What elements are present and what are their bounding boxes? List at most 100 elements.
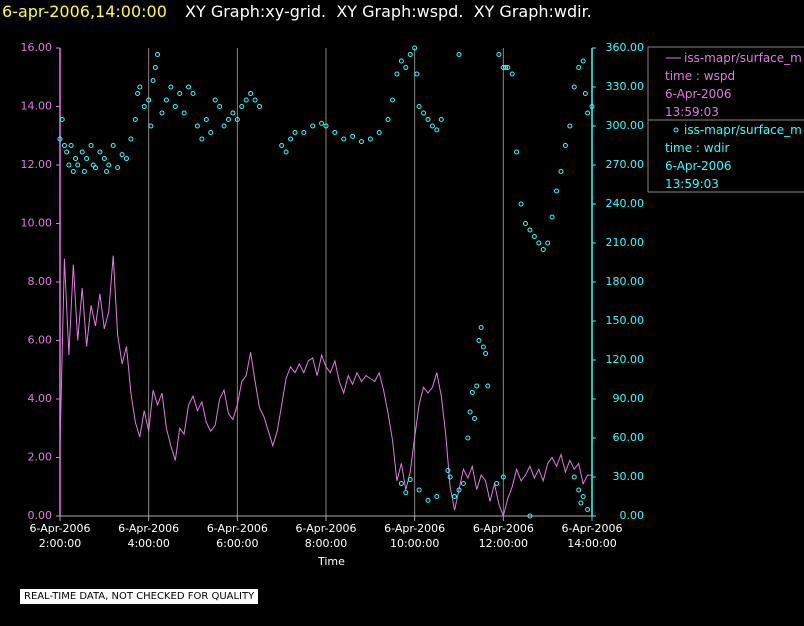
wdir-point [527, 513, 533, 519]
wdir-point [571, 474, 577, 480]
y-tick-label: 10.00 [21, 217, 53, 230]
wdir-point [64, 149, 70, 155]
y2-tick-label: 60.00 [613, 431, 645, 444]
wdir-point [208, 130, 214, 135]
wdir-point [589, 104, 595, 109]
y-tick-label: 8.00 [28, 275, 53, 288]
wdir-point [496, 52, 502, 57]
wdir-point [576, 487, 582, 493]
wdir-point [59, 117, 65, 122]
y2-tick-label: 150.00 [606, 314, 645, 327]
y2-tick-label: 30.00 [613, 470, 645, 483]
wdir-point [367, 136, 373, 142]
wdir-point [119, 152, 125, 158]
wdir-point [416, 104, 422, 109]
x-tick-label: 6-Apr-2006 6:00:00 [206, 522, 268, 550]
wdir-point [503, 65, 509, 70]
wdir-point [104, 169, 110, 174]
wdir-point [554, 188, 560, 194]
wdir-point [467, 409, 473, 415]
wdir-point [403, 65, 409, 70]
wdir-point [394, 71, 400, 77]
wdir-point [474, 383, 480, 389]
y2-tick-label: 90.00 [613, 392, 645, 405]
wdir-point [414, 71, 420, 77]
wdir-point [445, 468, 451, 473]
y-tick-label: 14.00 [21, 100, 53, 113]
y2-tick-label: 270.00 [606, 158, 645, 171]
wdir-point [225, 117, 231, 122]
wdir-point [68, 143, 74, 148]
wdir-point [92, 165, 98, 171]
chart-title: XY Graph:xy-grid. XY Graph:wspd. XY Grap… [185, 2, 592, 21]
wdir-point [536, 240, 542, 246]
x-tick-label: 6-Apr-2006 8:00:00 [295, 522, 357, 550]
wdir-point [61, 143, 67, 148]
wdir-point [221, 123, 227, 129]
wdir-point [398, 58, 404, 64]
wdir-point [567, 123, 573, 129]
wdir-point [124, 156, 129, 161]
wdir-point [243, 97, 249, 103]
wdir-point [57, 136, 63, 142]
wdir-point [434, 494, 440, 499]
wdir-point [500, 474, 506, 480]
wdir-point [429, 123, 435, 129]
wdir-point [234, 117, 240, 122]
x-tick-label: 6-Apr-2006 4:00:00 [118, 522, 180, 550]
wdir-point [319, 120, 325, 126]
wdir-point [523, 221, 528, 226]
y-tick-label: 12.00 [21, 158, 53, 171]
wdir-point [73, 156, 79, 161]
wdir-point [141, 104, 147, 109]
wdir-point [407, 477, 413, 483]
y2-tick-label: 300.00 [606, 119, 645, 132]
legend-detail: 13:59:03 [665, 105, 719, 119]
y2-tick-label: 210.00 [606, 236, 645, 249]
wdir-point [407, 52, 413, 57]
wdir-point [358, 139, 364, 145]
legend-name: iss-mapr/surface_m [684, 123, 802, 137]
x-tick-label: 6-Apr-2006 10:00:00 [384, 522, 446, 550]
wdir-point [465, 435, 471, 441]
wdir-point [288, 136, 294, 142]
wdir-point [79, 149, 85, 155]
wdir-point [128, 136, 134, 142]
wdir-point [469, 390, 475, 395]
wdir-point [106, 162, 112, 168]
wdir-point [421, 110, 427, 116]
wdir-point [159, 110, 165, 116]
wdir-point [540, 247, 546, 252]
wdir-point [582, 91, 588, 96]
wdir-point [115, 165, 121, 171]
wdir-point [341, 136, 347, 142]
wdir-point [390, 97, 395, 103]
wdir-point [84, 156, 90, 161]
wdir-point [70, 169, 76, 174]
wdir-point [403, 490, 409, 496]
x-tick-label: 6-Apr-2006 2:00:00 [29, 522, 91, 550]
wdir-point [485, 383, 491, 389]
wdir-point [332, 130, 338, 135]
wdir-point [438, 117, 444, 122]
wdir-point [199, 136, 205, 142]
wdir-point [483, 351, 489, 356]
wdir-point [301, 130, 307, 135]
wdir-point [110, 143, 116, 148]
wdir-point [558, 169, 564, 174]
y-tick-label: 2.00 [28, 451, 53, 464]
wdir-point [75, 162, 81, 168]
wdir-point [323, 123, 329, 129]
wdir-point [239, 104, 245, 109]
wdir-point [310, 123, 316, 129]
timestamp: 6-apr-2006,14:00:00 [2, 2, 167, 21]
wdir-point [509, 71, 515, 77]
wdir-point [212, 97, 218, 103]
wdir-point [97, 149, 103, 155]
wdir-point [257, 104, 262, 109]
wdir-point [101, 156, 107, 161]
wdir-point [81, 169, 87, 174]
wdir-point [155, 52, 161, 57]
wdir-point [434, 127, 440, 133]
wdir-point [562, 143, 568, 148]
